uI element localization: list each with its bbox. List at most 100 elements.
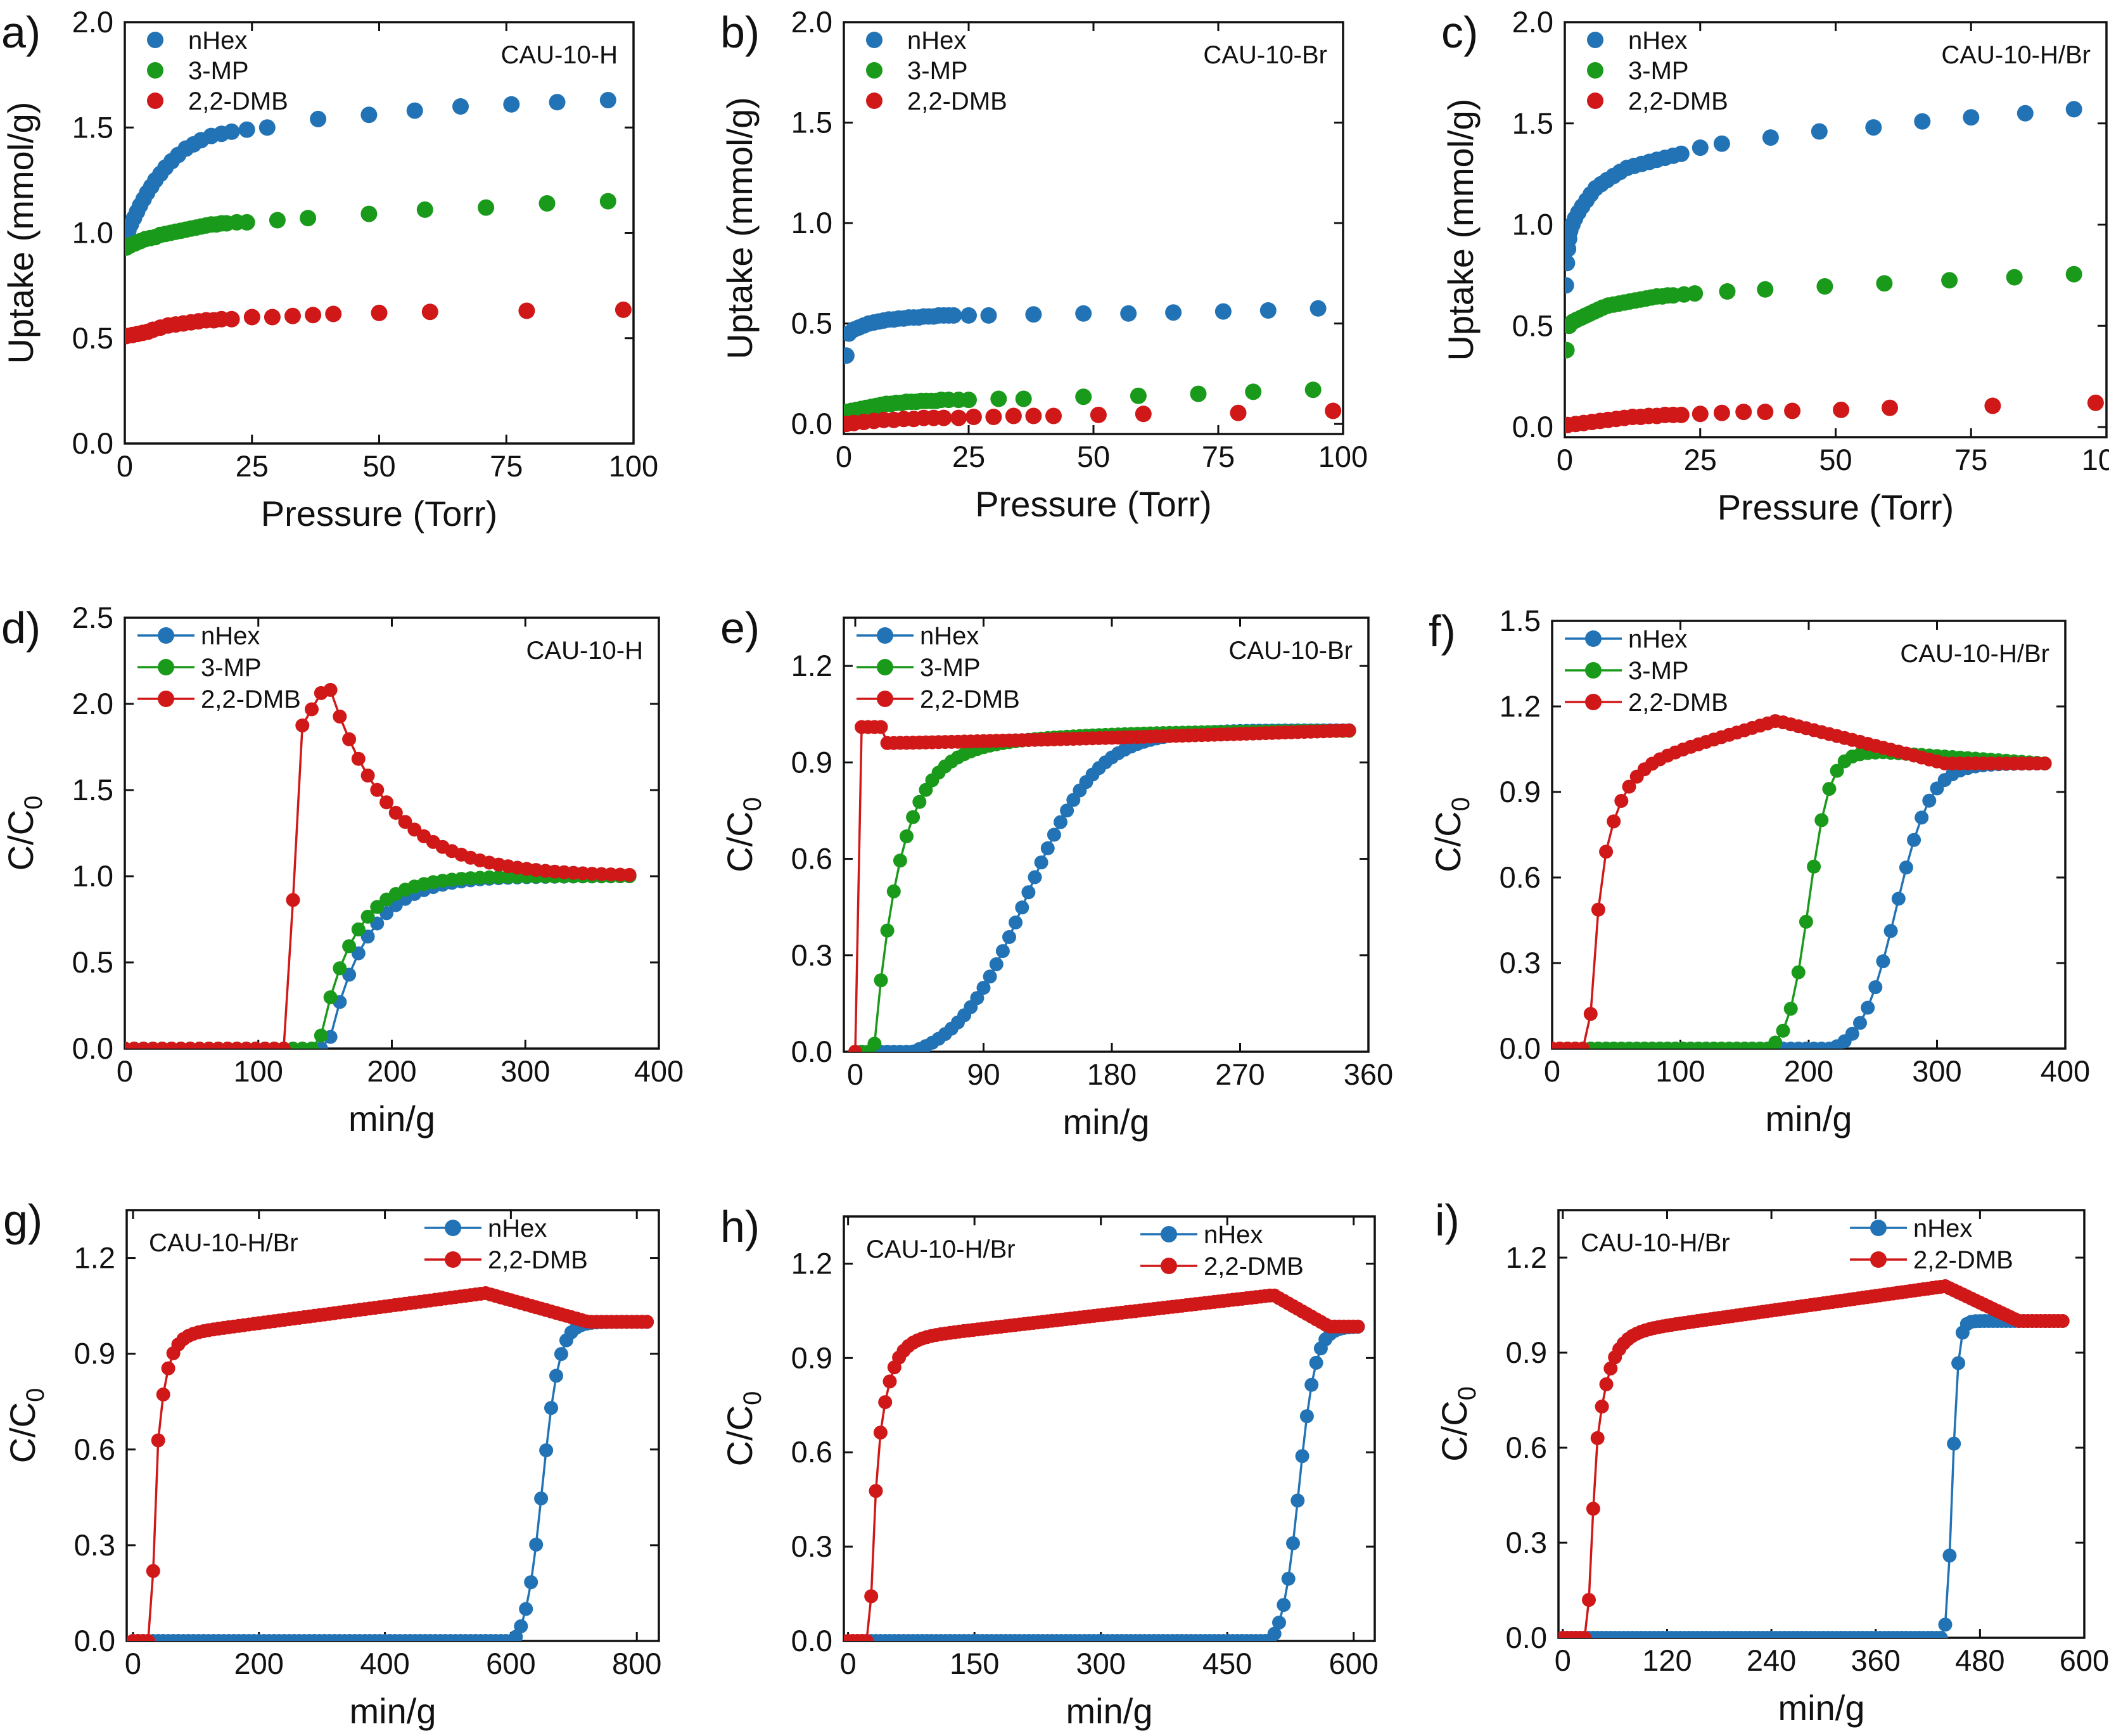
data-point xyxy=(1576,1042,1590,1049)
y-tick-label: 0.9 xyxy=(1500,775,1541,808)
data-point xyxy=(2065,101,2082,118)
data-point xyxy=(960,307,977,324)
data-point xyxy=(1791,965,1806,980)
data-point xyxy=(379,795,394,810)
data-point xyxy=(452,98,469,115)
y-tick-label: 2.0 xyxy=(72,5,113,39)
legend-marker xyxy=(1585,694,1602,710)
data-point xyxy=(1009,916,1023,929)
x-tick-label: 100 xyxy=(609,449,658,483)
chart-panel-3: 0 25 50 75 100 0.0 0.5 1.0 1.5 2.0 Pressure (Torr)… xyxy=(1441,5,2109,527)
data-point xyxy=(1015,900,1029,915)
y-tick-label: 0.5 xyxy=(72,321,113,355)
legend-marker xyxy=(1587,62,1603,79)
data-point xyxy=(990,390,1007,407)
data-point xyxy=(1577,1631,1592,1638)
y-tick-label: 0.9 xyxy=(791,1341,832,1374)
x-tick-label: 90 xyxy=(967,1057,1000,1091)
legend-marker xyxy=(1587,93,1603,109)
plot-area xyxy=(1565,101,2104,433)
x-tick-label: 200 xyxy=(367,1054,416,1088)
data-point xyxy=(406,102,423,119)
plot-frame xyxy=(124,616,660,1050)
x-tick-label: 600 xyxy=(1329,1647,1379,1680)
data-point xyxy=(1304,381,1322,399)
legend-marker xyxy=(1161,1258,1177,1274)
data-point xyxy=(1325,402,1342,419)
x-axis-label: min/g xyxy=(1766,1099,1852,1139)
plot-frame xyxy=(1557,1209,2086,1639)
y-tick-label: 1.2 xyxy=(1506,1241,1547,1274)
x-tick-label: 300 xyxy=(1076,1647,1125,1680)
data-point xyxy=(950,409,967,426)
data-point xyxy=(995,944,1010,959)
data-point xyxy=(325,305,342,322)
panel-label: e) xyxy=(720,603,760,653)
data-point xyxy=(1075,388,1092,405)
x-tick-label: 200 xyxy=(1784,1054,1833,1088)
legend-marker xyxy=(877,627,893,644)
data-point xyxy=(1876,954,1890,969)
data-point xyxy=(1783,1002,1798,1016)
plot-area xyxy=(1558,1279,2070,1638)
data-point xyxy=(1025,407,1042,424)
x-tick-label: 800 xyxy=(612,1647,661,1680)
data-point xyxy=(305,307,322,324)
data-point xyxy=(965,409,982,425)
data-point xyxy=(1342,723,1356,737)
data-point xyxy=(1868,980,1883,995)
y-axis-label: Uptake (mmol/g) xyxy=(1,102,41,364)
data-point xyxy=(534,1491,549,1506)
data-point xyxy=(1686,285,1704,302)
legend-label: 2,2-DMB xyxy=(188,87,288,115)
chart-title: CAU-10-H/Br xyxy=(1941,41,2091,69)
y-axis-label: Uptake (mmol/g) xyxy=(1441,99,1481,361)
data-point xyxy=(1054,815,1067,829)
chart-title: CAU-10-Br xyxy=(1228,637,1353,665)
data-point xyxy=(1034,855,1048,870)
data-point xyxy=(1290,1493,1305,1508)
data-point xyxy=(371,304,388,321)
data-point xyxy=(529,1537,544,1552)
data-point xyxy=(421,303,438,321)
data-point xyxy=(151,1433,165,1448)
data-point xyxy=(1309,1355,1323,1370)
legend-label: nHex xyxy=(488,1215,547,1242)
series-line-nHex xyxy=(1562,1320,2063,1638)
data-point xyxy=(1951,1356,1966,1370)
data-point xyxy=(1938,1618,1953,1632)
data-point xyxy=(305,702,319,717)
data-point xyxy=(416,201,433,218)
x-tick-label: 50 xyxy=(1077,440,1110,473)
y-tick-label: 0.5 xyxy=(1512,309,1553,342)
plot-area xyxy=(125,682,637,1049)
data-point xyxy=(360,106,378,124)
data-point xyxy=(989,957,1004,971)
data-point xyxy=(1028,870,1042,884)
data-point xyxy=(223,123,240,140)
data-point xyxy=(518,302,535,319)
y-tick-label: 2.0 xyxy=(1512,5,1553,39)
data-point xyxy=(1914,113,1931,130)
data-point xyxy=(269,212,286,229)
data-point xyxy=(1883,924,1898,938)
chart-panel-9: 0 120 240 360 480 6000.00.30.60.91.2min/gC/C0… xyxy=(1434,1196,2109,1728)
data-point xyxy=(1299,1409,1314,1424)
data-point xyxy=(519,1602,533,1616)
panel-label: f) xyxy=(1429,606,1456,656)
data-point xyxy=(238,121,255,138)
data-point xyxy=(980,307,997,324)
data-point xyxy=(874,720,888,734)
data-point xyxy=(859,1634,874,1641)
legend-marker xyxy=(158,691,174,707)
data-point xyxy=(874,973,888,988)
data-point xyxy=(223,310,240,328)
x-tick-label: 400 xyxy=(2041,1054,2090,1088)
x-tick-label: 75 xyxy=(490,449,523,483)
data-point xyxy=(1351,1319,1365,1334)
data-point xyxy=(1861,1000,1875,1015)
data-point xyxy=(1040,841,1055,855)
data-point xyxy=(1021,885,1036,900)
data-point xyxy=(1934,1631,1948,1638)
y-tick-label: 1.5 xyxy=(72,773,113,807)
